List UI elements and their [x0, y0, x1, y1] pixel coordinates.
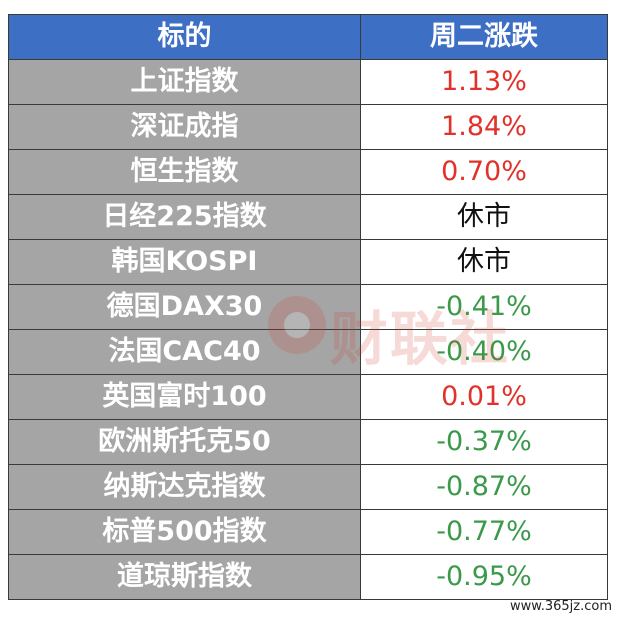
table-row: 日经225指数 休市: [8, 194, 608, 240]
index-name: 深证成指: [8, 104, 361, 150]
table-row: 标普500指数 -0.77%: [8, 509, 608, 555]
table-row: 韩国KOSPI 休市: [8, 239, 608, 285]
market-table: 标的 周二涨跌 上证指数 1.13% 深证成指 1.84% 恒生指数 0.70%…: [8, 14, 608, 600]
index-name: 恒生指数: [8, 149, 361, 195]
table-row: 英国富时100 0.01%: [8, 374, 608, 420]
index-name: 标普500指数: [8, 509, 361, 555]
table-row: 德国DAX30 -0.41%: [8, 284, 608, 330]
index-name: 英国富时100: [8, 374, 361, 420]
header-tuesday-change: 周二涨跌: [360, 14, 608, 60]
table-row: 恒生指数 0.70%: [8, 149, 608, 195]
index-change: 0.01%: [360, 374, 608, 420]
table-row: 上证指数 1.13%: [8, 59, 608, 105]
table-row: 纳斯达克指数 -0.87%: [8, 464, 608, 510]
index-change: 1.13%: [360, 59, 608, 105]
table-row: 法国CAC40 -0.40%: [8, 329, 608, 375]
index-change: -0.77%: [360, 509, 608, 555]
index-name: 法国CAC40: [8, 329, 361, 375]
index-name: 上证指数: [8, 59, 361, 105]
index-name: 道琼斯指数: [8, 554, 361, 600]
table-header-row: 标的 周二涨跌: [8, 14, 608, 60]
index-change: 休市: [360, 239, 608, 285]
index-change: 休市: [360, 194, 608, 240]
index-change: -0.37%: [360, 419, 608, 465]
index-name: 日经225指数: [8, 194, 361, 240]
index-name: 德国DAX30: [8, 284, 361, 330]
table-row: 道琼斯指数 -0.95%: [8, 554, 608, 600]
index-name: 欧洲斯托克50: [8, 419, 361, 465]
index-change: -0.87%: [360, 464, 608, 510]
site-url: www.365jz.com: [510, 599, 612, 614]
table-row: 深证成指 1.84%: [8, 104, 608, 150]
index-change: -0.40%: [360, 329, 608, 375]
index-change: 0.70%: [360, 149, 608, 195]
header-target: 标的: [8, 14, 361, 60]
index-name: 纳斯达克指数: [8, 464, 361, 510]
index-change: -0.41%: [360, 284, 608, 330]
table-row: 欧洲斯托克50 -0.37%: [8, 419, 608, 465]
index-name: 韩国KOSPI: [8, 239, 361, 285]
index-change: 1.84%: [360, 104, 608, 150]
index-change: -0.95%: [360, 554, 608, 600]
